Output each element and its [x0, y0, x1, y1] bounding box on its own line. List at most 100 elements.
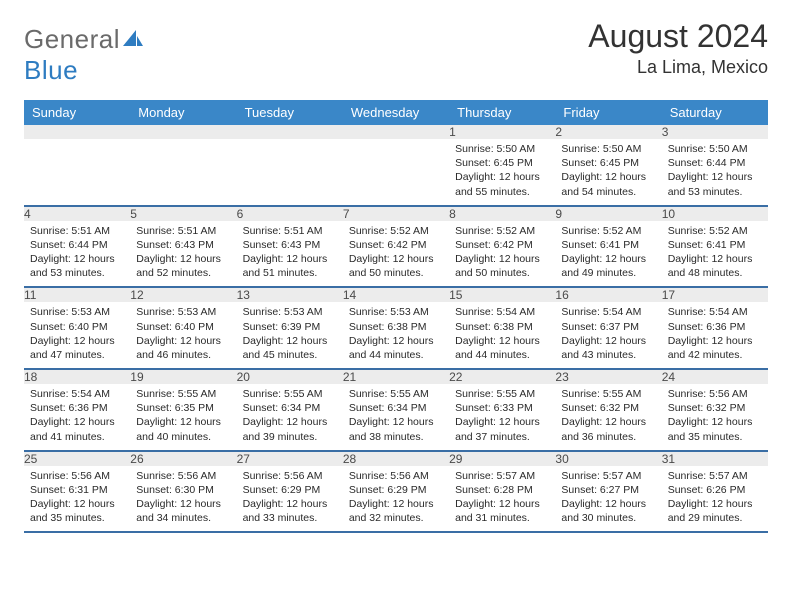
- day-cell: Sunrise: 5:56 AMSunset: 6:31 PMDaylight:…: [24, 466, 130, 532]
- daylight-text: and 35 minutes.: [30, 511, 124, 525]
- day-number: 7: [343, 207, 449, 221]
- calendar-page: General Blue August 2024 La Lima, Mexico…: [0, 0, 792, 543]
- day-cell: Sunrise: 5:57 AMSunset: 6:28 PMDaylight:…: [449, 466, 555, 532]
- day-cell: [237, 139, 343, 205]
- day-details: Sunrise: 5:54 AMSunset: 6:38 PMDaylight:…: [449, 302, 555, 368]
- daylight-text: and 55 minutes.: [455, 185, 549, 199]
- sunset-text: Sunset: 6:41 PM: [561, 238, 655, 252]
- daylight-text: Daylight: 12 hours: [455, 497, 549, 511]
- daylight-text: Daylight: 12 hours: [455, 415, 549, 429]
- day-details: Sunrise: 5:53 AMSunset: 6:40 PMDaylight:…: [130, 302, 236, 368]
- day-number-row: 123: [24, 125, 768, 139]
- sunrise-text: Sunrise: 5:56 AM: [349, 469, 443, 483]
- day-details: Sunrise: 5:55 AMSunset: 6:34 PMDaylight:…: [237, 384, 343, 450]
- day-cell: Sunrise: 5:55 AMSunset: 6:32 PMDaylight:…: [555, 384, 661, 450]
- daylight-text: and 31 minutes.: [455, 511, 549, 525]
- sunrise-text: Sunrise: 5:53 AM: [243, 305, 337, 319]
- sunrise-text: Sunrise: 5:53 AM: [136, 305, 230, 319]
- day-details: Sunrise: 5:56 AMSunset: 6:29 PMDaylight:…: [343, 466, 449, 532]
- sunrise-text: Sunrise: 5:56 AM: [243, 469, 337, 483]
- day-cell: Sunrise: 5:53 AMSunset: 6:38 PMDaylight:…: [343, 302, 449, 368]
- day-number: 1: [449, 125, 555, 139]
- day-cell: Sunrise: 5:54 AMSunset: 6:36 PMDaylight:…: [24, 384, 130, 450]
- daylight-text: Daylight: 12 hours: [668, 252, 762, 266]
- day-details: Sunrise: 5:53 AMSunset: 6:40 PMDaylight:…: [24, 302, 130, 368]
- sunrise-text: Sunrise: 5:56 AM: [30, 469, 124, 483]
- day-details: Sunrise: 5:54 AMSunset: 6:36 PMDaylight:…: [24, 384, 130, 450]
- calendar-body: 123Sunrise: 5:50 AMSunset: 6:45 PMDaylig…: [24, 125, 768, 533]
- daylight-text: Daylight: 12 hours: [243, 252, 337, 266]
- brand-part1: General: [24, 24, 120, 54]
- day-number: 27: [237, 452, 343, 466]
- sunrise-text: Sunrise: 5:50 AM: [561, 142, 655, 156]
- sunrise-text: Sunrise: 5:54 AM: [668, 305, 762, 319]
- daylight-text: and 36 minutes.: [561, 430, 655, 444]
- day-number: 22: [449, 370, 555, 384]
- day-number: 24: [662, 370, 768, 384]
- day-cell: Sunrise: 5:53 AMSunset: 6:40 PMDaylight:…: [130, 302, 236, 368]
- daylight-text: Daylight: 12 hours: [243, 334, 337, 348]
- sunset-text: Sunset: 6:38 PM: [349, 320, 443, 334]
- day-number-row: 45678910: [24, 207, 768, 221]
- day-cell: Sunrise: 5:57 AMSunset: 6:26 PMDaylight:…: [662, 466, 768, 532]
- daylight-text: and 41 minutes.: [30, 430, 124, 444]
- page-location: La Lima, Mexico: [588, 57, 768, 78]
- daylight-text: and 40 minutes.: [136, 430, 230, 444]
- sunset-text: Sunset: 6:32 PM: [561, 401, 655, 415]
- page-title: August 2024: [588, 18, 768, 55]
- day-number: 13: [237, 288, 343, 302]
- sunrise-text: Sunrise: 5:56 AM: [136, 469, 230, 483]
- daylight-text: Daylight: 12 hours: [30, 334, 124, 348]
- sunset-text: Sunset: 6:38 PM: [455, 320, 549, 334]
- sunset-text: Sunset: 6:39 PM: [243, 320, 337, 334]
- sunrise-text: Sunrise: 5:57 AM: [455, 469, 549, 483]
- daylight-text: and 35 minutes.: [668, 430, 762, 444]
- day-details: Sunrise: 5:50 AMSunset: 6:45 PMDaylight:…: [555, 139, 661, 205]
- day-cell: Sunrise: 5:55 AMSunset: 6:33 PMDaylight:…: [449, 384, 555, 450]
- day-number: 21: [343, 370, 449, 384]
- sunset-text: Sunset: 6:41 PM: [668, 238, 762, 252]
- day-number: 14: [343, 288, 449, 302]
- day-cell: Sunrise: 5:50 AMSunset: 6:45 PMDaylight:…: [555, 139, 661, 205]
- weekday-header: Friday: [555, 100, 661, 125]
- day-number: 11: [24, 288, 130, 302]
- day-number: 30: [555, 452, 661, 466]
- weekday-header: Wednesday: [343, 100, 449, 125]
- day-details: Sunrise: 5:56 AMSunset: 6:30 PMDaylight:…: [130, 466, 236, 532]
- day-number-row: 18192021222324: [24, 370, 768, 384]
- daylight-text: and 43 minutes.: [561, 348, 655, 362]
- sunset-text: Sunset: 6:44 PM: [668, 156, 762, 170]
- day-details: Sunrise: 5:56 AMSunset: 6:31 PMDaylight:…: [24, 466, 130, 532]
- daylight-text: Daylight: 12 hours: [349, 415, 443, 429]
- day-number: 15: [449, 288, 555, 302]
- day-details: Sunrise: 5:51 AMSunset: 6:44 PMDaylight:…: [24, 221, 130, 287]
- sunrise-text: Sunrise: 5:53 AM: [30, 305, 124, 319]
- daylight-text: and 53 minutes.: [668, 185, 762, 199]
- day-details: Sunrise: 5:57 AMSunset: 6:27 PMDaylight:…: [555, 466, 661, 532]
- day-cell: Sunrise: 5:54 AMSunset: 6:37 PMDaylight:…: [555, 302, 661, 368]
- sunrise-text: Sunrise: 5:52 AM: [668, 224, 762, 238]
- sunset-text: Sunset: 6:29 PM: [349, 483, 443, 497]
- weekday-header: Tuesday: [237, 100, 343, 125]
- day-details: Sunrise: 5:55 AMSunset: 6:35 PMDaylight:…: [130, 384, 236, 450]
- daylight-text: and 30 minutes.: [561, 511, 655, 525]
- day-number: 3: [662, 125, 768, 139]
- sunset-text: Sunset: 6:32 PM: [668, 401, 762, 415]
- daylight-text: and 42 minutes.: [668, 348, 762, 362]
- sunrise-text: Sunrise: 5:57 AM: [668, 469, 762, 483]
- daylight-text: and 38 minutes.: [349, 430, 443, 444]
- day-number: [24, 125, 130, 139]
- day-number: 29: [449, 452, 555, 466]
- day-number: 4: [24, 207, 130, 221]
- day-details: Sunrise: 5:51 AMSunset: 6:43 PMDaylight:…: [237, 221, 343, 287]
- day-details: Sunrise: 5:52 AMSunset: 6:41 PMDaylight:…: [555, 221, 661, 287]
- sunrise-text: Sunrise: 5:52 AM: [561, 224, 655, 238]
- day-number: 6: [237, 207, 343, 221]
- title-block: August 2024 La Lima, Mexico: [588, 18, 768, 78]
- sunrise-text: Sunrise: 5:55 AM: [349, 387, 443, 401]
- weekday-header: Saturday: [662, 100, 768, 125]
- day-cell: Sunrise: 5:55 AMSunset: 6:34 PMDaylight:…: [237, 384, 343, 450]
- weekday-header: Thursday: [449, 100, 555, 125]
- daylight-text: and 37 minutes.: [455, 430, 549, 444]
- day-details: Sunrise: 5:52 AMSunset: 6:42 PMDaylight:…: [449, 221, 555, 287]
